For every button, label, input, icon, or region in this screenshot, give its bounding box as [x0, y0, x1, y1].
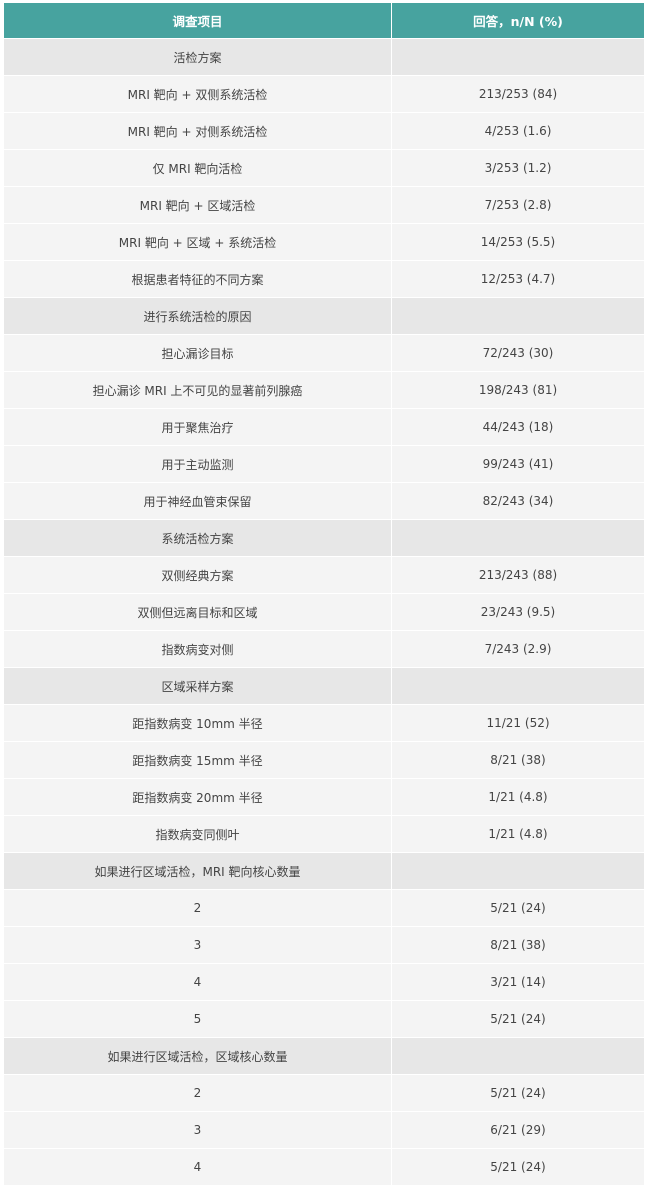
cell-item: 进行系统活检的原因: [3, 297, 392, 335]
cell-item: 5: [3, 1000, 392, 1038]
cell-item: 3: [3, 926, 392, 964]
cell-item: 区域采样方案: [3, 667, 392, 705]
table-row: MRI 靶向 + 对侧系统活检 4/253 (1.6): [3, 112, 645, 150]
cell-item: 距指数病变 20mm 半径: [3, 778, 392, 816]
cell-response: 5/21 (24): [391, 889, 645, 927]
cell-item: 担心漏诊 MRI 上不可见的显著前列腺癌: [3, 371, 392, 409]
cell-item: 系统活检方案: [3, 519, 392, 557]
table-row: 4 3/21 (14): [3, 963, 645, 1001]
header-survey-item: 调查项目: [3, 2, 392, 39]
section-row: 如果进行区域活检，MRI 靶向核心数量: [3, 852, 645, 890]
cell-item: 双侧经典方案: [3, 556, 392, 594]
table-row: MRI 靶向 + 双侧系统活检 213/253 (84): [3, 75, 645, 113]
table-row: 2 5/21 (24): [3, 889, 645, 927]
cell-item: 2: [3, 1074, 392, 1112]
cell-item: MRI 靶向 + 区域 + 系统活检: [3, 223, 392, 261]
cell-response: [391, 519, 645, 557]
cell-item: 距指数病变 15mm 半径: [3, 741, 392, 779]
cell-response: 99/243 (41): [391, 445, 645, 483]
cell-item: 活检方案: [3, 38, 392, 76]
table-row: 担心漏诊 MRI 上不可见的显著前列腺癌 198/243 (81): [3, 371, 645, 409]
cell-item: 指数病变对侧: [3, 630, 392, 668]
table-row: MRI 靶向 + 区域 + 系统活检 14/253 (5.5): [3, 223, 645, 261]
section-row: 进行系统活检的原因: [3, 297, 645, 335]
cell-response: 1/21 (4.8): [391, 778, 645, 816]
cell-response: 8/21 (38): [391, 926, 645, 964]
cell-response: [391, 1037, 645, 1075]
table-row: 根据患者特征的不同方案 12/253 (4.7): [3, 260, 645, 298]
cell-response: 213/253 (84): [391, 75, 645, 113]
cell-item: 2: [3, 889, 392, 927]
cell-item: 用于主动监测: [3, 445, 392, 483]
header-response: 回答，n/N (%): [391, 2, 645, 39]
section-row: 系统活检方案: [3, 519, 645, 557]
table-row: 指数病变对侧 7/243 (2.9): [3, 630, 645, 668]
cell-item: 指数病变同侧叶: [3, 815, 392, 853]
cell-item: 仅 MRI 靶向活检: [3, 149, 392, 187]
cell-item: 4: [3, 1148, 392, 1186]
table-row: 双侧但远离目标和区域 23/243 (9.5): [3, 593, 645, 631]
table-row: 5 5/21 (24): [3, 1000, 645, 1038]
table-row: 4 5/21 (24): [3, 1148, 645, 1186]
cell-response: [391, 667, 645, 705]
cell-item: 用于神经血管束保留: [3, 482, 392, 520]
cell-response: 3/253 (1.2): [391, 149, 645, 187]
section-row: 如果进行区域活检，区域核心数量: [3, 1037, 645, 1075]
cell-response: 14/253 (5.5): [391, 223, 645, 261]
table-row: 双侧经典方案 213/243 (88): [3, 556, 645, 594]
section-row: 区域采样方案: [3, 667, 645, 705]
cell-response: 213/243 (88): [391, 556, 645, 594]
cell-response: [391, 852, 645, 890]
cell-response: 8/21 (38): [391, 741, 645, 779]
cell-item: 3: [3, 1111, 392, 1149]
table-row: 3 6/21 (29): [3, 1111, 645, 1149]
table-row: 距指数病变 15mm 半径 8/21 (38): [3, 741, 645, 779]
cell-response: 5/21 (24): [391, 1148, 645, 1186]
cell-response: 5/21 (24): [391, 1074, 645, 1112]
table-row: 仅 MRI 靶向活检 3/253 (1.2): [3, 149, 645, 187]
cell-response: 6/21 (29): [391, 1111, 645, 1149]
table-header-row: 调查项目 回答，n/N (%): [3, 2, 645, 39]
section-row: 活检方案: [3, 38, 645, 76]
cell-item: 担心漏诊目标: [3, 334, 392, 372]
cell-response: 72/243 (30): [391, 334, 645, 372]
cell-item: 根据患者特征的不同方案: [3, 260, 392, 298]
cell-item: 用于聚焦治疗: [3, 408, 392, 446]
cell-item: MRI 靶向 + 区域活检: [3, 186, 392, 224]
cell-response: 82/243 (34): [391, 482, 645, 520]
survey-table: 调查项目 回答，n/N (%) 活检方案 MRI 靶向 + 双侧系统活检 213/2…: [3, 2, 645, 1186]
cell-response: 4/253 (1.6): [391, 112, 645, 150]
cell-response: 44/243 (18): [391, 408, 645, 446]
cell-item: 4: [3, 963, 392, 1001]
cell-response: 12/253 (4.7): [391, 260, 645, 298]
cell-item: 距指数病变 10mm 半径: [3, 704, 392, 742]
cell-response: 7/253 (2.8): [391, 186, 645, 224]
table-row: 2 5/21 (24): [3, 1074, 645, 1112]
cell-item: MRI 靶向 + 双侧系统活检: [3, 75, 392, 113]
cell-response: 7/243 (2.9): [391, 630, 645, 668]
table-row: 3 8/21 (38): [3, 926, 645, 964]
table-row: 距指数病变 20mm 半径 1/21 (4.8): [3, 778, 645, 816]
cell-item: 如果进行区域活检，MRI 靶向核心数量: [3, 852, 392, 890]
cell-response: [391, 38, 645, 76]
table-row: 用于聚焦治疗 44/243 (18): [3, 408, 645, 446]
table-row: 指数病变同侧叶 1/21 (4.8): [3, 815, 645, 853]
table-row: 担心漏诊目标 72/243 (30): [3, 334, 645, 372]
table-row: 距指数病变 10mm 半径 11/21 (52): [3, 704, 645, 742]
table-row: 用于神经血管束保留 82/243 (34): [3, 482, 645, 520]
cell-response: [391, 297, 645, 335]
cell-response: 11/21 (52): [391, 704, 645, 742]
cell-response: 23/243 (9.5): [391, 593, 645, 631]
table-row: 用于主动监测 99/243 (41): [3, 445, 645, 483]
cell-item: 双侧但远离目标和区域: [3, 593, 392, 631]
cell-response: 5/21 (24): [391, 1000, 645, 1038]
cell-response: 198/243 (81): [391, 371, 645, 409]
cell-item: MRI 靶向 + 对侧系统活检: [3, 112, 392, 150]
cell-response: 1/21 (4.8): [391, 815, 645, 853]
table-row: MRI 靶向 + 区域活检 7/253 (2.8): [3, 186, 645, 224]
cell-item: 如果进行区域活检，区域核心数量: [3, 1037, 392, 1075]
cell-response: 3/21 (14): [391, 963, 645, 1001]
